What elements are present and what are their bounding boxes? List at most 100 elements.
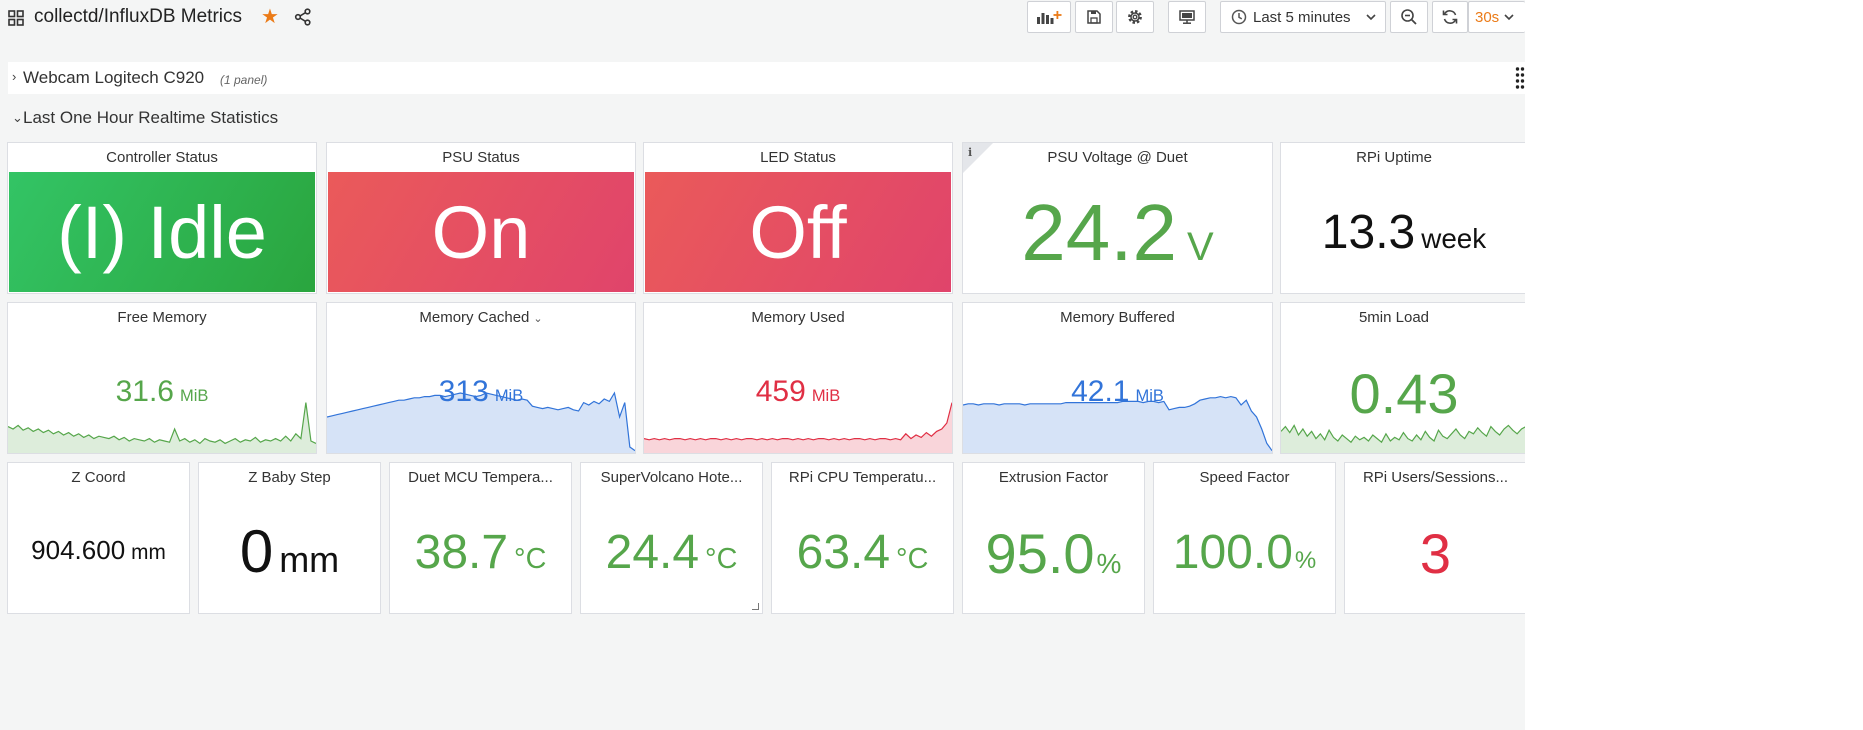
panel-title[interactable]: 5min Load [1358, 309, 1430, 326]
dashboard-navbar: collectd/InfluxDB Metrics ★ [0, 0, 1525, 38]
panel-z-coord[interactable]: Z Coord 904.600 mm [7, 462, 190, 614]
stat-unit: % [1294, 547, 1317, 574]
stat-unit: °C [705, 543, 738, 575]
zoom-out-button[interactable] [1390, 1, 1428, 33]
stat-value: Off [749, 190, 847, 274]
info-corner[interactable] [963, 143, 993, 173]
dashboard-settings-button[interactable] [1116, 1, 1154, 33]
gear-icon [1128, 10, 1142, 24]
panel-duet-mcu-temp[interactable]: Duet MCU Tempera... 38.7 °C [389, 462, 572, 614]
row-realtime-stats[interactable]: ⌄ Last One Hour Realtime Statistics [8, 104, 408, 132]
refresh-interval-value: 30s [1475, 8, 1500, 26]
chevron-down-icon[interactable]: ⌄ [533, 313, 543, 325]
stat-value: 31.6 [115, 375, 174, 408]
star-icon[interactable]: ★ [261, 6, 279, 28]
panel-title[interactable]: Speed Factor [1199, 469, 1290, 486]
stat-value: (I) Idle [57, 190, 267, 274]
panel-title[interactable]: Z Baby Step [248, 469, 331, 486]
refresh-button[interactable] [1432, 1, 1468, 33]
zoom-out-icon [1401, 9, 1417, 25]
panel-rpi-uptime[interactable]: RPi Uptime 13.3 week [1280, 142, 1525, 294]
panel-psu-status[interactable]: PSU Status On [326, 142, 636, 294]
panel-psu-voltage[interactable]: i PSU Voltage @ Duet 24.2 V [962, 142, 1273, 294]
resize-handle[interactable] [752, 603, 759, 610]
panel-title[interactable]: Extrusion Factor [998, 469, 1109, 486]
sparkline-line [644, 403, 952, 440]
panel-extrusion-factor[interactable]: Extrusion Factor 95.0% [962, 462, 1145, 614]
panel-memory-buffered[interactable]: Memory Buffered 42.1 MiB [962, 302, 1273, 454]
row-webcam[interactable]: › Webcam Logitech C920 (1 panel) [8, 62, 1525, 94]
sparkline-chart [327, 333, 635, 453]
panel-rpi-users[interactable]: RPi Users/Sessions... 3 [1344, 462, 1525, 614]
save-dashboard-button[interactable] [1075, 1, 1113, 33]
panel-title[interactable]: LED Status [760, 149, 836, 166]
panel-title[interactable]: Controller Status [106, 149, 218, 166]
refresh-interval-picker[interactable]: 30s [1468, 1, 1525, 33]
monitor-icon [1179, 10, 1195, 24]
stat-unit: MiB [811, 387, 841, 405]
dashboard-title[interactable]: collectd/InfluxDB Metrics [34, 6, 243, 27]
stat-value-line: 100.0% [1154, 525, 1335, 580]
panel-title[interactable]: SuperVolcano Hote... [600, 469, 743, 486]
panel-memory-cached[interactable]: Memory Cached ⌄ 313 MiB [326, 302, 636, 454]
panel-led-status[interactable]: LED Status Off [643, 142, 953, 294]
stat-value: 0.43 [1349, 362, 1459, 425]
sparkline-chart [1281, 333, 1525, 453]
panel-title[interactable]: Duet MCU Tempera... [408, 469, 553, 486]
panel-z-baby-step[interactable]: Z Baby Step 0 mm [198, 462, 381, 614]
apps-grid-icon[interactable] [8, 10, 24, 26]
sparkline-line [963, 397, 1272, 451]
stat-value: 459 [755, 375, 806, 408]
panel-memory-used[interactable]: Memory Used 459 MiB [643, 302, 953, 454]
sparkline-area [8, 402, 316, 453]
stat-value-line: 0.43 [1281, 361, 1525, 426]
stat-value: 313 [438, 375, 489, 408]
add-panel-button[interactable] [1027, 1, 1071, 33]
drag-handle-icon[interactable] [1515, 66, 1525, 90]
stat-value-line: 38.7 °C [390, 525, 571, 580]
sparkline-area [644, 402, 952, 453]
panel-title[interactable]: RPi CPU Temperatu... [788, 469, 937, 486]
stat-value: 95.0 [985, 522, 1095, 585]
dashboard-canvas: collectd/InfluxDB Metrics ★ [0, 0, 1525, 730]
stat-value-line: 24.4 °C [581, 525, 762, 580]
share-icon[interactable] [294, 8, 312, 26]
stat-value-line: 459 MiB [644, 375, 952, 409]
panel-title[interactable]: PSU Voltage @ Duet [1047, 149, 1188, 166]
view-mode-button[interactable] [1168, 1, 1206, 33]
stat-value-line: 0 mm [199, 517, 380, 586]
panel-5min-load[interactable]: 5min Load 0.43 [1280, 302, 1525, 454]
panel-controller-status[interactable]: Controller Status (I) Idle [7, 142, 317, 294]
panel-supervolcano-temp[interactable]: SuperVolcano Hote... 24.4 °C [580, 462, 763, 614]
chevron-down-icon [1504, 14, 1514, 21]
status-value-box: Off [645, 172, 951, 292]
time-range-picker[interactable]: Last 5 minutes [1220, 1, 1386, 33]
row-title[interactable]: Last One Hour Realtime Statistics [23, 108, 279, 127]
time-range-label: Last 5 minutes [1253, 8, 1351, 26]
stat-value-line: 31.6 MiB [8, 375, 316, 409]
panel-title-text: Memory Cached [419, 309, 530, 326]
panel-title[interactable]: Z Coord [71, 469, 126, 486]
panel-speed-factor[interactable]: Speed Factor 100.0% [1153, 462, 1336, 614]
panel-free-memory[interactable]: Free Memory 31.6 MiB [7, 302, 317, 454]
stat-unit: % [1096, 548, 1122, 579]
sparkline-line [327, 393, 635, 451]
panel-title[interactable]: Free Memory [117, 309, 207, 326]
sparkline-line [8, 403, 316, 444]
panel-title[interactable]: RPi Users/Sessions... [1362, 469, 1509, 486]
stat-value: 3 [1419, 522, 1452, 585]
panel-rpi-cpu-temp[interactable]: RPi CPU Temperatu... 63.4 °C [771, 462, 954, 614]
stat-value: 24.4 [605, 526, 700, 579]
panel-title[interactable]: PSU Status [442, 149, 520, 166]
stat-value: 63.4 [796, 526, 891, 579]
stat-unit: MiB [1135, 387, 1164, 405]
row-title[interactable]: Webcam Logitech C920 [23, 68, 205, 87]
stat-value-line: 24.2 V [963, 187, 1272, 279]
status-value-box: On [328, 172, 634, 292]
panel-title[interactable]: Memory Cached ⌄ [327, 309, 635, 326]
info-icon[interactable]: i [968, 146, 973, 159]
panel-title[interactable]: Memory Buffered [1060, 309, 1175, 326]
sparkline-line [1281, 425, 1525, 442]
panel-title[interactable]: Memory Used [751, 309, 845, 326]
panel-title[interactable]: RPi Uptime [1356, 149, 1432, 166]
